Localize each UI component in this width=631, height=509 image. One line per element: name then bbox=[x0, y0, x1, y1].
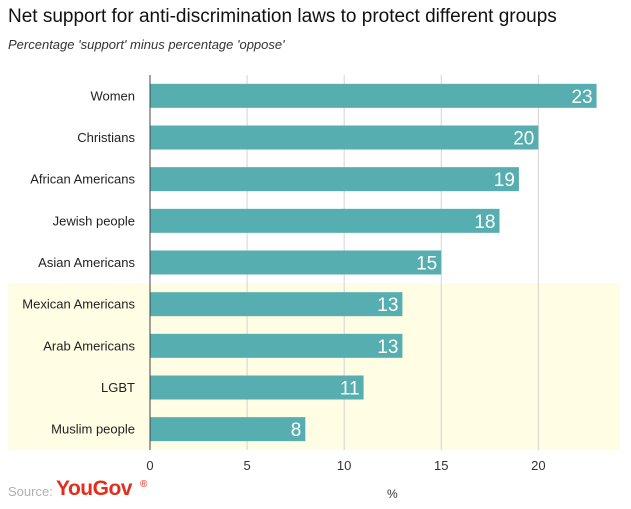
chart-title: Net support for anti-discrimination laws… bbox=[8, 6, 557, 27]
chart-subtitle: Percentage 'support' minus percentage 'o… bbox=[8, 37, 285, 52]
bar-asian-americans bbox=[150, 250, 442, 275]
x-tick-label: 0 bbox=[146, 458, 153, 473]
value-label: 8 bbox=[291, 420, 302, 441]
yougov-logo: YouGov bbox=[56, 477, 132, 500]
category-label: African Americans bbox=[30, 172, 135, 187]
value-label: 13 bbox=[377, 337, 398, 358]
bar-arab-americans bbox=[150, 333, 403, 358]
category-label: Asian Americans bbox=[38, 255, 135, 270]
bar-jewish-people bbox=[150, 208, 500, 233]
category-label: Muslim people bbox=[51, 422, 135, 437]
bar-mexican-americans bbox=[150, 292, 403, 317]
bar-christians bbox=[150, 125, 539, 150]
value-label: 13 bbox=[377, 295, 398, 316]
label-layer: Women 23 Christians 20 African Americans 19 Je… bbox=[22, 87, 592, 441]
value-label: 11 bbox=[340, 379, 360, 400]
bar-women bbox=[150, 83, 597, 108]
registered-mark: ® bbox=[140, 479, 148, 490]
x-tick-label: 10 bbox=[337, 458, 351, 473]
bar-muslim-people bbox=[150, 417, 306, 442]
x-axis-unit: % bbox=[387, 487, 398, 501]
value-label: 23 bbox=[571, 87, 592, 108]
value-label: 15 bbox=[416, 254, 437, 275]
value-label: 18 bbox=[474, 212, 495, 233]
category-label: Arab Americans bbox=[43, 338, 135, 353]
category-label: Women bbox=[90, 88, 135, 103]
bar-layer bbox=[150, 83, 597, 442]
source-label: Source: bbox=[8, 484, 53, 499]
x-tick-label: 5 bbox=[243, 458, 250, 473]
bar-lgbt bbox=[150, 375, 364, 400]
bar-african-americans bbox=[150, 167, 519, 192]
category-label: Jewish people bbox=[53, 213, 135, 228]
x-tick-label: 20 bbox=[531, 458, 545, 473]
value-label: 19 bbox=[494, 170, 515, 191]
value-label: 20 bbox=[513, 129, 534, 150]
x-tick-label: 15 bbox=[434, 458, 448, 473]
category-label: Christians bbox=[77, 130, 135, 145]
category-label: LGBT bbox=[101, 380, 135, 395]
category-label: Mexican Americans bbox=[22, 297, 135, 312]
axis-layer: 0 5 10 15 20 bbox=[146, 75, 546, 473]
